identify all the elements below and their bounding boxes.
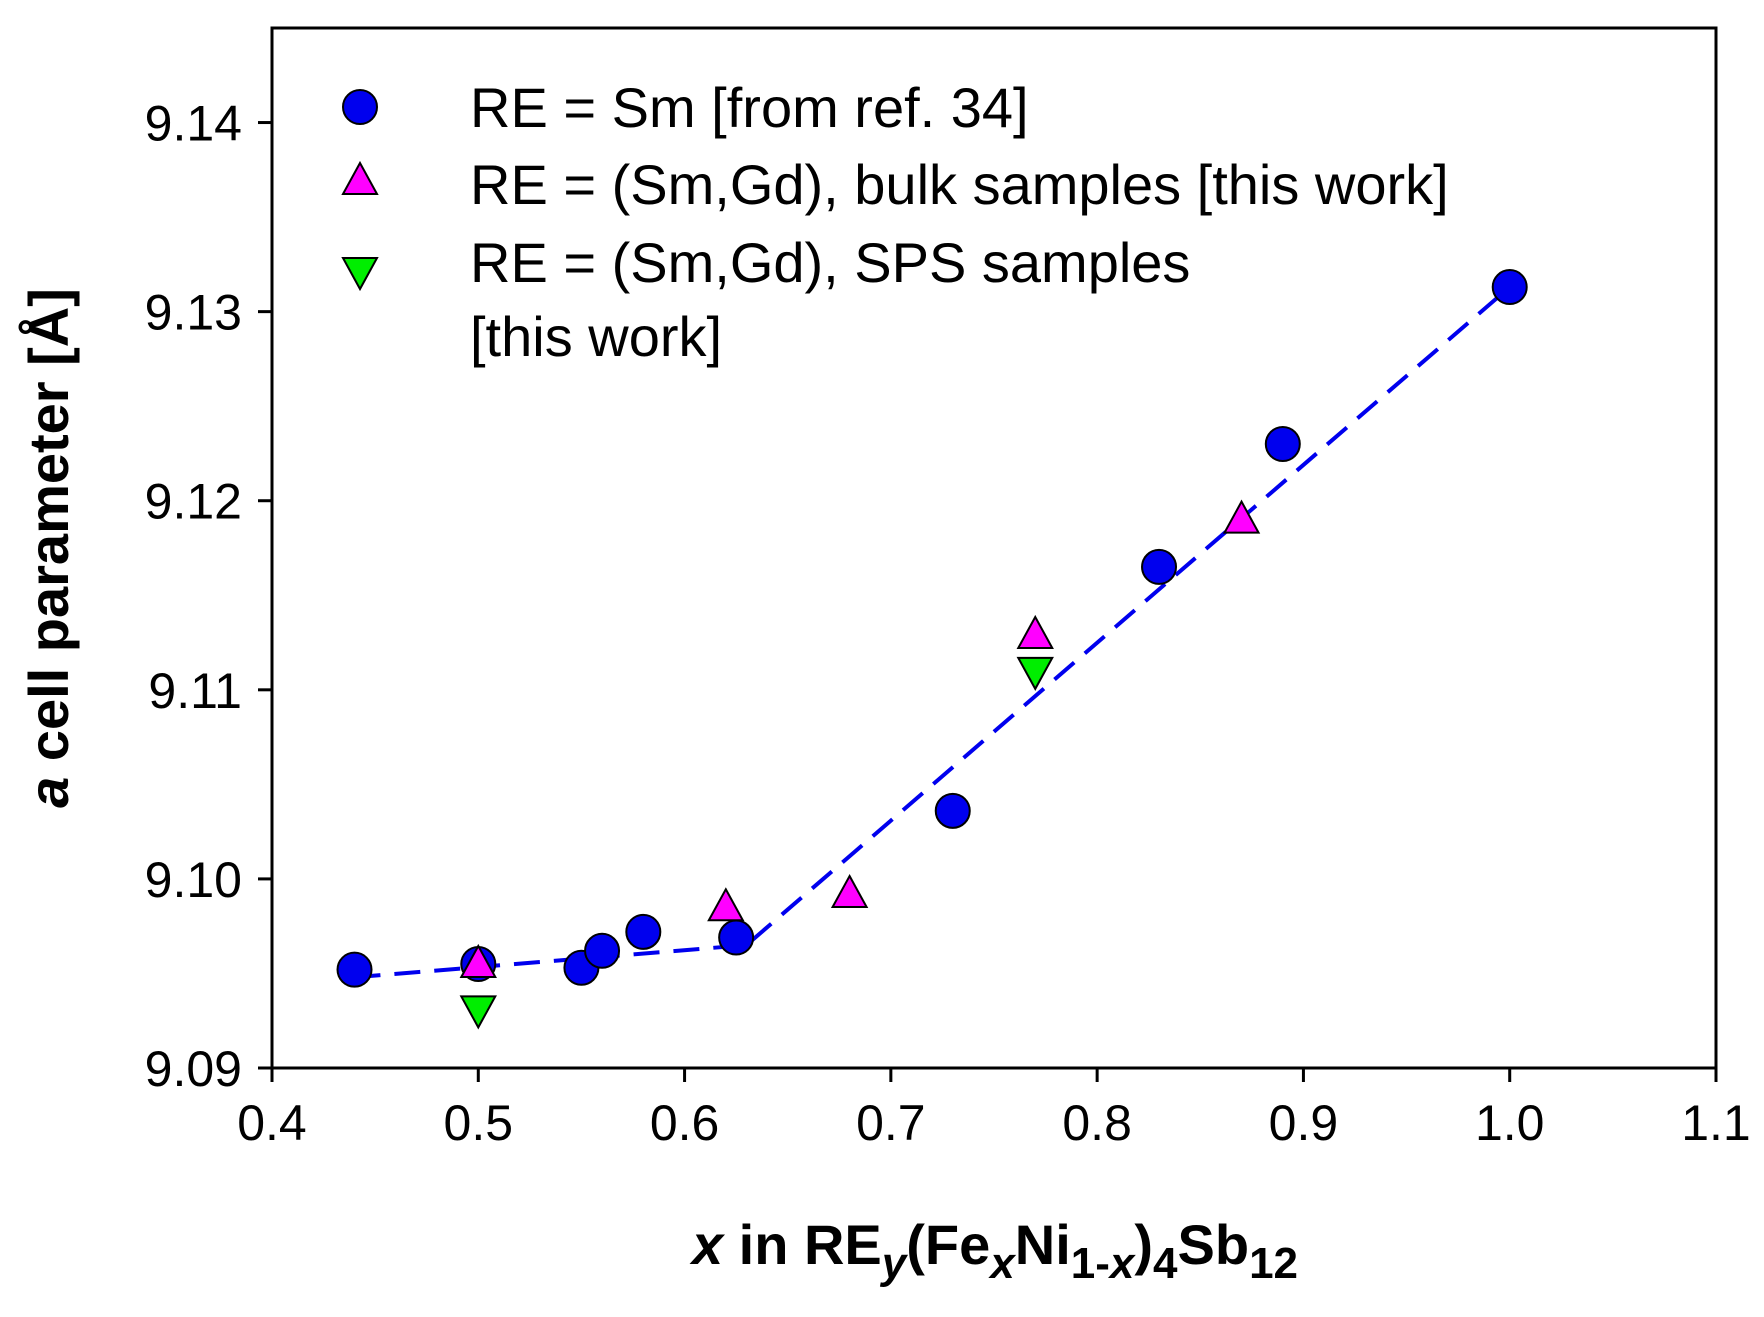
point-circle-7 <box>1141 548 1178 585</box>
point-triangle-up-4 <box>1222 499 1261 534</box>
point-circle-3 <box>584 932 621 969</box>
x-tick-label-7: 1.1 <box>1681 1095 1751 1151</box>
fit-line <box>354 285 1512 980</box>
legend-label-sps: RE = (Sm,Gd), SPS samples <box>470 231 1190 294</box>
y-axis: 9.09 9.10 9.11 9.12 9.13 9.14 <box>145 96 272 1097</box>
x-tick-label-4: 0.8 <box>1062 1095 1132 1151</box>
legend-label-sps-line2: [this work] <box>470 305 722 368</box>
point-triangle-up-1 <box>707 887 745 922</box>
point-triangle-up-3 <box>1016 614 1054 649</box>
x-tick-label-3: 0.7 <box>856 1095 926 1151</box>
point-triangle-up-0 <box>459 943 497 978</box>
legend: RE = Sm [from ref. 34] RE = (Sm,Gd), bul… <box>341 76 1449 368</box>
point-circle-8 <box>1264 426 1301 462</box>
fit-line-group <box>354 285 1512 980</box>
x-axis-title: x in REy(FexNi1-x)4Sb12 <box>689 1213 1298 1288</box>
legend-label-bulk: RE = (Sm,Gd), bulk samples [this work] <box>470 153 1449 216</box>
legend-label-sm: RE = Sm [from ref. 34] <box>470 76 1029 139</box>
point-circle-6 <box>934 792 971 829</box>
y-tick-label-1: 9.10 <box>145 852 242 908</box>
data-points <box>336 269 1528 1030</box>
y-axis-title: a cell parameter [Å] <box>17 288 80 808</box>
x-tick-label-1: 0.5 <box>444 1095 514 1151</box>
legend-marker-triangle-down <box>341 257 379 292</box>
x-tick-label-5: 0.9 <box>1269 1095 1339 1151</box>
x-tick-label-0: 0.4 <box>237 1095 307 1151</box>
y-tick-label-0: 9.09 <box>145 1041 242 1097</box>
y-tick-label-4: 9.13 <box>145 285 242 341</box>
plot-frame <box>270 26 1718 1070</box>
point-triangle-up-2 <box>830 873 869 909</box>
y-tick-label-2: 9.11 <box>148 663 242 719</box>
legend-marker-circle <box>342 89 378 125</box>
point-circle-5 <box>718 919 755 956</box>
point-triangle-down-0 <box>459 995 497 1030</box>
x-tick-label-2: 0.6 <box>650 1095 720 1151</box>
point-circle-9 <box>1491 269 1528 306</box>
legend-marker-triangle-up <box>341 160 379 195</box>
point-triangle-down-1 <box>1016 656 1054 691</box>
point-circle-4 <box>625 913 662 950</box>
y-tick-label-5: 9.14 <box>145 96 242 152</box>
y-tick-label-3: 9.12 <box>145 474 242 530</box>
point-circle-0 <box>336 951 373 988</box>
x-axis: 0.4 0.5 0.6 0.7 0.8 0.9 1.0 1.1 <box>237 1068 1751 1151</box>
x-tick-label-6: 1.0 <box>1475 1095 1545 1151</box>
